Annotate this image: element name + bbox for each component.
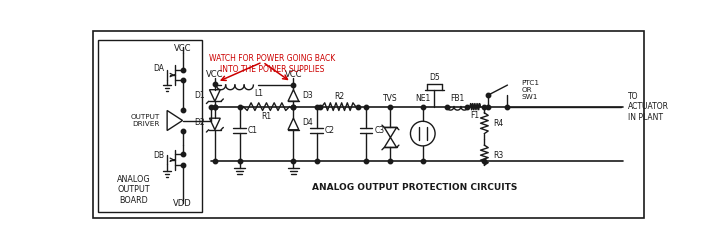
- Text: TO
ACTUATOR
IN PLANT: TO ACTUATOR IN PLANT: [628, 92, 669, 122]
- Text: F1: F1: [470, 111, 480, 120]
- Text: FB1: FB1: [450, 94, 464, 103]
- Text: D4: D4: [302, 118, 313, 126]
- Text: WATCH FOR POWER GOING BACK
INTO THE POWER SUPPLIES: WATCH FOR POWER GOING BACK INTO THE POWE…: [209, 54, 336, 74]
- Text: VDD: VDD: [173, 199, 192, 208]
- Text: R3: R3: [493, 151, 503, 160]
- Text: R4: R4: [493, 119, 503, 128]
- FancyBboxPatch shape: [98, 40, 202, 212]
- Text: ANALOG OUTPUT PROTECTION CIRCUITS: ANALOG OUTPUT PROTECTION CIRCUITS: [312, 183, 518, 192]
- Text: ANALOG
OUTPUT
BOARD: ANALOG OUTPUT BOARD: [117, 175, 151, 205]
- Text: VCC: VCC: [174, 43, 191, 53]
- Text: C1: C1: [248, 126, 258, 135]
- Text: C3: C3: [375, 126, 385, 135]
- Text: C2: C2: [325, 126, 335, 135]
- Text: VCC: VCC: [206, 70, 224, 79]
- Text: D1: D1: [194, 91, 205, 100]
- Text: L1: L1: [255, 89, 263, 98]
- Text: TVS: TVS: [383, 94, 398, 103]
- Text: PTC1
OR
SW1: PTC1 OR SW1: [521, 80, 539, 100]
- Text: D2: D2: [194, 118, 205, 126]
- Text: D5: D5: [429, 73, 440, 82]
- Text: D3: D3: [302, 91, 313, 100]
- Text: DA: DA: [153, 64, 164, 73]
- Text: OUTPUT
DRIVER: OUTPUT DRIVER: [131, 114, 160, 127]
- Text: DB: DB: [153, 151, 164, 160]
- Text: R1: R1: [262, 112, 272, 121]
- Text: R2: R2: [334, 92, 344, 101]
- Text: VCC: VCC: [285, 70, 302, 79]
- Text: NE1: NE1: [415, 94, 431, 103]
